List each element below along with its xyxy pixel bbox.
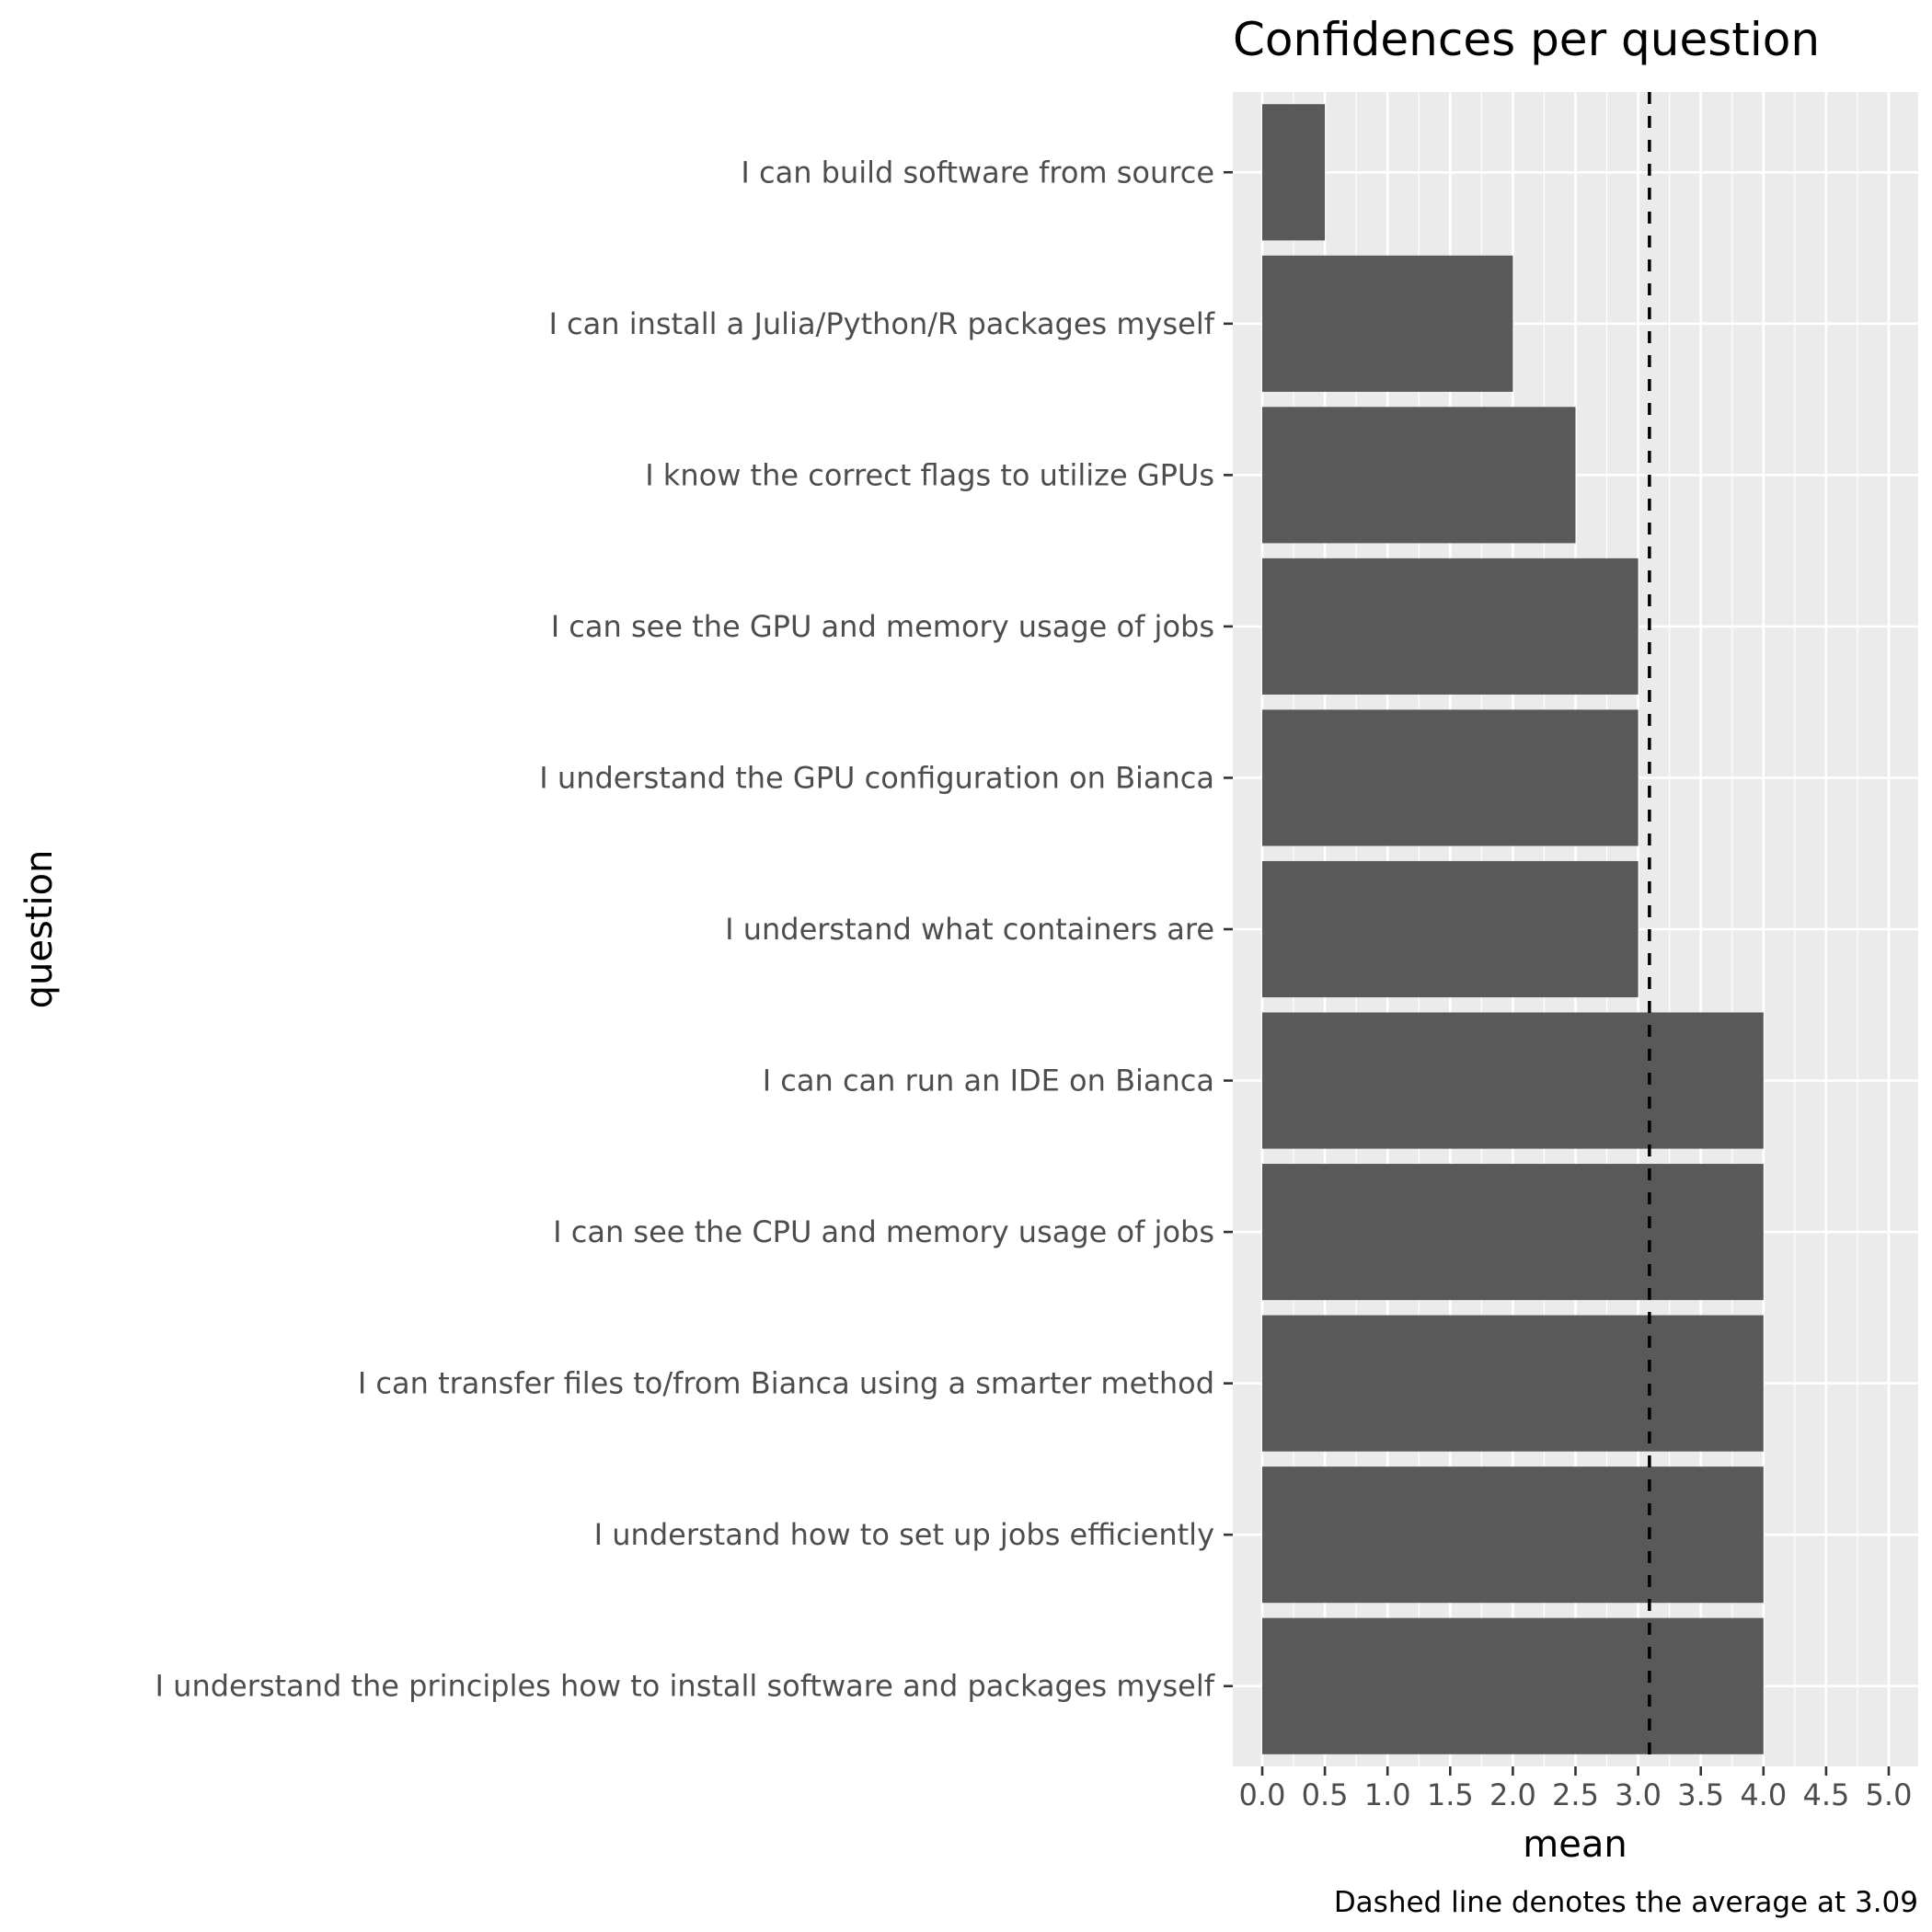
bars bbox=[1262, 104, 1764, 1754]
bar bbox=[1262, 558, 1639, 695]
bar bbox=[1262, 1012, 1764, 1149]
y-tick-label: I know the correct flags to utilize GPUs bbox=[645, 457, 1214, 492]
x-tick-label: 5.0 bbox=[1866, 1777, 1913, 1812]
y-tick-label: I can see the GPU and memory usage of jo… bbox=[551, 609, 1214, 644]
x-tick-label: 4.5 bbox=[1802, 1777, 1849, 1812]
bar bbox=[1262, 709, 1639, 846]
bar bbox=[1262, 1164, 1764, 1301]
x-tick-label: 0.5 bbox=[1302, 1777, 1349, 1812]
x-tick-label: 4.0 bbox=[1740, 1777, 1787, 1812]
y-tick-label: I can can run an IDE on Bianca bbox=[763, 1064, 1214, 1098]
x-tick-label: 1.5 bbox=[1427, 1777, 1474, 1812]
x-tick-label: 2.0 bbox=[1489, 1777, 1536, 1812]
y-tick-label: I understand the principles how to insta… bbox=[155, 1669, 1215, 1704]
chart-caption: Dashed line denotes the average at 3.09 bbox=[1334, 1886, 1918, 1919]
bar bbox=[1262, 1466, 1764, 1604]
bar bbox=[1262, 407, 1576, 544]
bar bbox=[1262, 860, 1639, 998]
x-tick-label: 3.0 bbox=[1615, 1777, 1662, 1812]
bar bbox=[1262, 104, 1326, 241]
x-axis: 0.0 0.5 1.0 1.5 2.0 2.5 3.0 3.5 4.0 4.5 5.0 bbox=[1239, 1766, 1913, 1812]
x-axis-title: mean bbox=[1523, 1823, 1627, 1866]
bar bbox=[1262, 1315, 1764, 1452]
x-tick-label: 0.0 bbox=[1239, 1777, 1286, 1812]
y-tick-label: I understand the GPU configuration on Bi… bbox=[539, 760, 1214, 795]
x-tick-label: 3.5 bbox=[1677, 1777, 1724, 1812]
y-tick-label: I understand what containers are bbox=[725, 912, 1214, 947]
chart-title: Confidences per question bbox=[1233, 13, 1820, 66]
y-axis-title: question bbox=[18, 850, 61, 1009]
x-tick-label: 2.5 bbox=[1552, 1777, 1599, 1812]
y-tick-label: I can build software from source bbox=[741, 155, 1214, 190]
bar bbox=[1262, 255, 1513, 392]
y-tick-label: I can install a Julia/Python/R packages … bbox=[548, 306, 1214, 341]
x-tick-label: 1.0 bbox=[1364, 1777, 1411, 1812]
y-tick-label: I can see the CPU and memory usage of jo… bbox=[553, 1214, 1214, 1249]
y-axis: I can build software from source I can in… bbox=[155, 155, 1233, 1704]
y-tick-label: I can transfer files to/from Bianca usin… bbox=[358, 1366, 1214, 1401]
bar bbox=[1262, 1617, 1764, 1754]
y-tick-label: I understand how to set up jobs efficien… bbox=[594, 1517, 1214, 1552]
